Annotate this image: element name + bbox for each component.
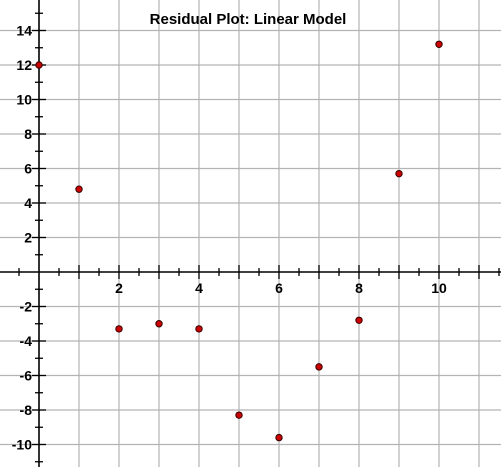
y-tick-label: 14 [16, 23, 32, 39]
x-tick-label: 6 [275, 280, 283, 296]
data-point [435, 40, 443, 48]
x-tick-label: 2 [115, 280, 123, 296]
data-point [155, 320, 163, 328]
y-tick-label: 8 [24, 126, 32, 142]
y-tick-label: 10 [16, 92, 32, 108]
tick-labels: 2 4 6 8 10 14 12 10 8 6 4 2 -2 -4 -6 -8 -10 [12, 23, 447, 453]
chart-title: Residual Plot: Linear Model [150, 11, 347, 28]
y-tick-label: 12 [16, 57, 32, 73]
x-tick-label: 4 [195, 280, 203, 296]
data-point [355, 316, 363, 324]
y-tick-label: -2 [20, 299, 33, 315]
data-point [235, 411, 243, 419]
y-tick-label: -6 [20, 368, 33, 384]
y-tick-label: 4 [24, 195, 32, 211]
x-tick-label: 8 [355, 280, 363, 296]
data-point [315, 363, 323, 371]
data-points [35, 40, 443, 442]
y-tick-label: 6 [24, 161, 32, 177]
y-tick-label: -4 [20, 333, 33, 349]
axis-ticks [18, 12, 500, 463]
y-tick-label: -8 [20, 402, 33, 418]
y-tick-label: -10 [12, 437, 32, 453]
data-point [195, 325, 203, 333]
x-tick-label: 10 [431, 280, 447, 296]
y-tick-label: 2 [24, 230, 32, 246]
data-point [395, 169, 403, 178]
data-point [115, 325, 123, 333]
data-point [75, 185, 83, 193]
data-point [275, 433, 283, 442]
data-point [35, 61, 43, 69]
